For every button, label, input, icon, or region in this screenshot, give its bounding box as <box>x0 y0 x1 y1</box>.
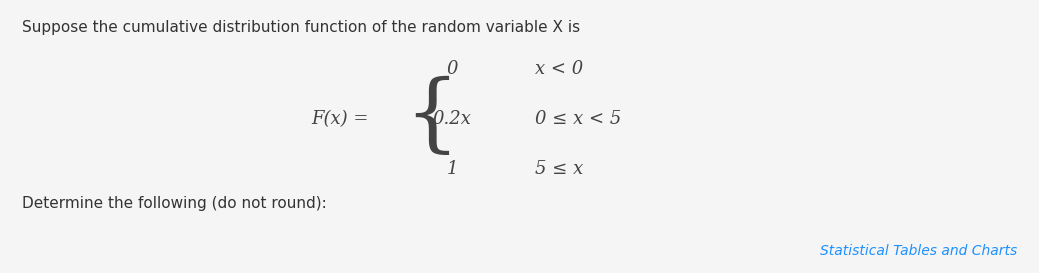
Text: 0: 0 <box>447 60 458 78</box>
Text: Suppose the cumulative distribution function of the random variable X is: Suppose the cumulative distribution func… <box>22 20 580 35</box>
Text: 0 ≤ x < 5: 0 ≤ x < 5 <box>535 110 621 128</box>
Text: 5 ≤ x: 5 ≤ x <box>535 160 583 178</box>
Text: Determine the following (do not round):: Determine the following (do not round): <box>22 196 327 211</box>
Text: F(x) =: F(x) = <box>312 110 369 128</box>
Text: Statistical Tables and Charts: Statistical Tables and Charts <box>820 244 1017 258</box>
Text: {: { <box>404 76 459 159</box>
Text: x < 0: x < 0 <box>535 60 583 78</box>
Text: 1: 1 <box>447 160 458 178</box>
Text: 0.2x: 0.2x <box>432 110 472 128</box>
